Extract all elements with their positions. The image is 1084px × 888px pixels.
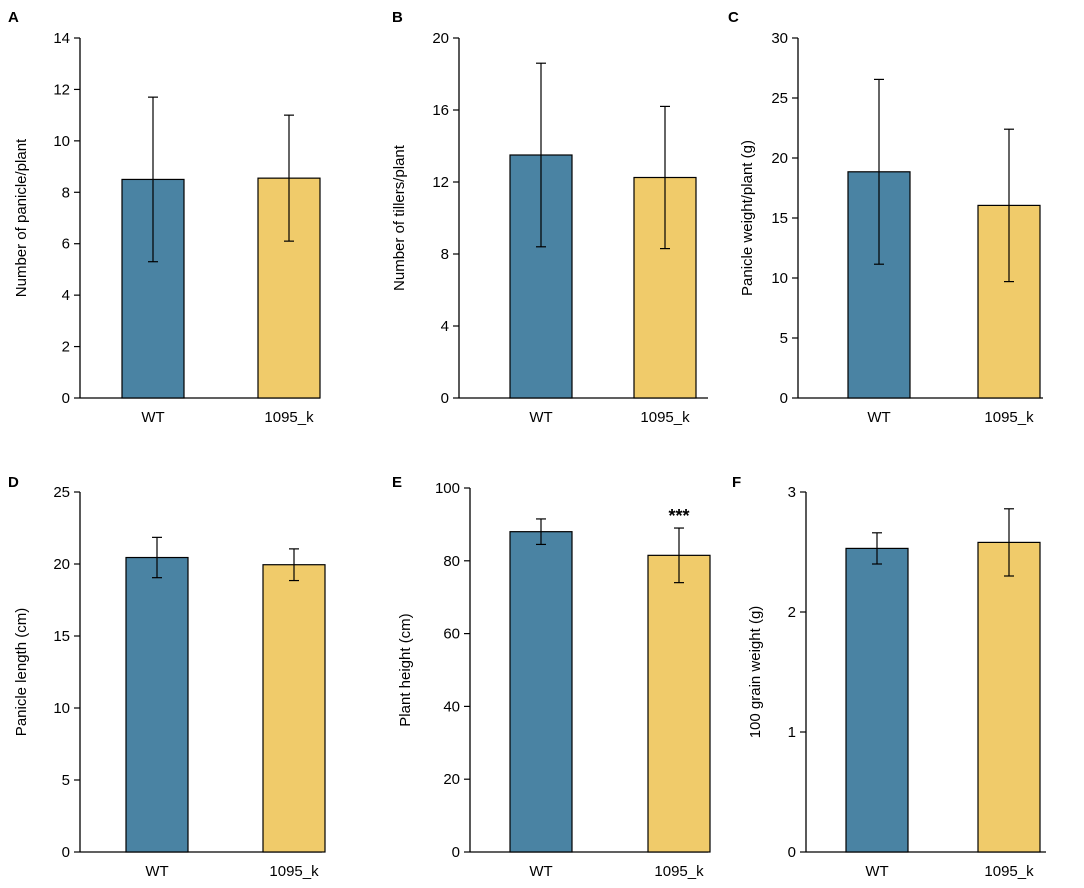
- y-tick-label-a-3: 6: [62, 236, 70, 253]
- y-tick-label-a-5: 10: [53, 133, 70, 150]
- y-tick-label-a-0: 0: [62, 390, 70, 407]
- y-tick-label-d-1: 5: [62, 772, 70, 789]
- y-tick-label-e-5: 100: [435, 480, 460, 497]
- y-tick-label-a-1: 2: [62, 339, 70, 356]
- y-axis-label-e: Plant height (cm): [397, 613, 414, 726]
- bar-d-1095-k: [262, 564, 326, 853]
- y-tick-label-a-7: 14: [53, 30, 70, 47]
- y-tick-label-c-3: 15: [771, 210, 788, 227]
- bar-f-wt: [845, 547, 909, 853]
- y-tick-label-b-0: 0: [441, 390, 449, 407]
- panel-letter-b: B: [392, 9, 403, 26]
- y-tick-label-c-4: 20: [771, 150, 788, 167]
- y-tick-label-f-1: 1: [788, 724, 796, 741]
- x-category-label-f-wt: WT: [865, 863, 888, 880]
- panel-letter-d: D: [8, 474, 19, 491]
- y-tick-label-e-3: 60: [443, 626, 460, 643]
- y-tick-label-f-3: 3: [788, 484, 796, 501]
- x-category-label-e-wt: WT: [529, 863, 552, 880]
- bar-f-1095-k: [977, 541, 1041, 853]
- x-category-label-b-wt: WT: [529, 409, 552, 426]
- x-category-label-b-1095-k: 1095_k: [640, 409, 690, 426]
- x-category-label-a-wt: WT: [141, 409, 164, 426]
- panel-letter-f: F: [732, 474, 741, 491]
- y-axis-label-b: Number of tillers/plant: [391, 144, 408, 291]
- y-tick-label-f-0: 0: [788, 844, 796, 861]
- bar-e-1095-k: [647, 554, 711, 853]
- y-tick-label-a-4: 8: [62, 184, 70, 201]
- y-tick-label-b-5: 20: [432, 30, 449, 47]
- x-category-label-d-wt: WT: [145, 863, 168, 880]
- y-axis-label-f: 100 grain weight (g): [747, 606, 764, 739]
- y-tick-label-c-0: 0: [780, 390, 788, 407]
- y-tick-label-b-4: 16: [432, 102, 449, 119]
- bar-d-wt: [125, 556, 189, 853]
- y-tick-label-c-6: 30: [771, 30, 788, 47]
- y-axis-label-d: Panicle length (cm): [13, 608, 30, 736]
- y-tick-label-d-5: 25: [53, 484, 70, 501]
- significance-marker-e-1095-k: ***: [668, 506, 689, 526]
- y-tick-label-c-2: 10: [771, 270, 788, 287]
- panel-letter-c: C: [728, 9, 739, 26]
- y-axis-label-c: Panicle weight/plant (g): [739, 140, 756, 296]
- y-tick-label-e-0: 0: [452, 844, 460, 861]
- x-category-label-c-1095-k: 1095_k: [984, 409, 1034, 426]
- y-tick-label-e-1: 20: [443, 771, 460, 788]
- y-tick-label-d-0: 0: [62, 844, 70, 861]
- y-tick-label-c-1: 5: [780, 330, 788, 347]
- y-tick-label-b-1: 4: [441, 318, 449, 335]
- panel-letter-e: E: [392, 474, 402, 491]
- y-tick-label-d-3: 15: [53, 628, 70, 645]
- y-tick-label-b-3: 12: [432, 174, 449, 191]
- y-tick-label-d-4: 20: [53, 556, 70, 573]
- panel-letter-a: A: [8, 9, 19, 26]
- y-tick-label-c-5: 25: [771, 90, 788, 107]
- y-tick-label-e-2: 40: [443, 698, 460, 715]
- y-tick-label-a-6: 12: [53, 81, 70, 98]
- y-axis-label-a: Number of panicle/plant: [13, 138, 30, 297]
- y-tick-label-b-2: 8: [441, 246, 449, 263]
- y-tick-label-d-2: 10: [53, 700, 70, 717]
- y-tick-label-e-4: 80: [443, 553, 460, 570]
- bar-e-wt: [509, 531, 573, 853]
- y-tick-label-f-2: 2: [788, 604, 796, 621]
- x-category-label-d-1095-k: 1095_k: [269, 863, 319, 880]
- x-category-label-c-wt: WT: [867, 409, 890, 426]
- x-category-label-f-1095-k: 1095_k: [984, 863, 1034, 880]
- x-category-label-e-1095-k: 1095_k: [654, 863, 704, 880]
- y-tick-label-a-2: 4: [62, 287, 70, 304]
- x-category-label-a-1095-k: 1095_k: [264, 409, 314, 426]
